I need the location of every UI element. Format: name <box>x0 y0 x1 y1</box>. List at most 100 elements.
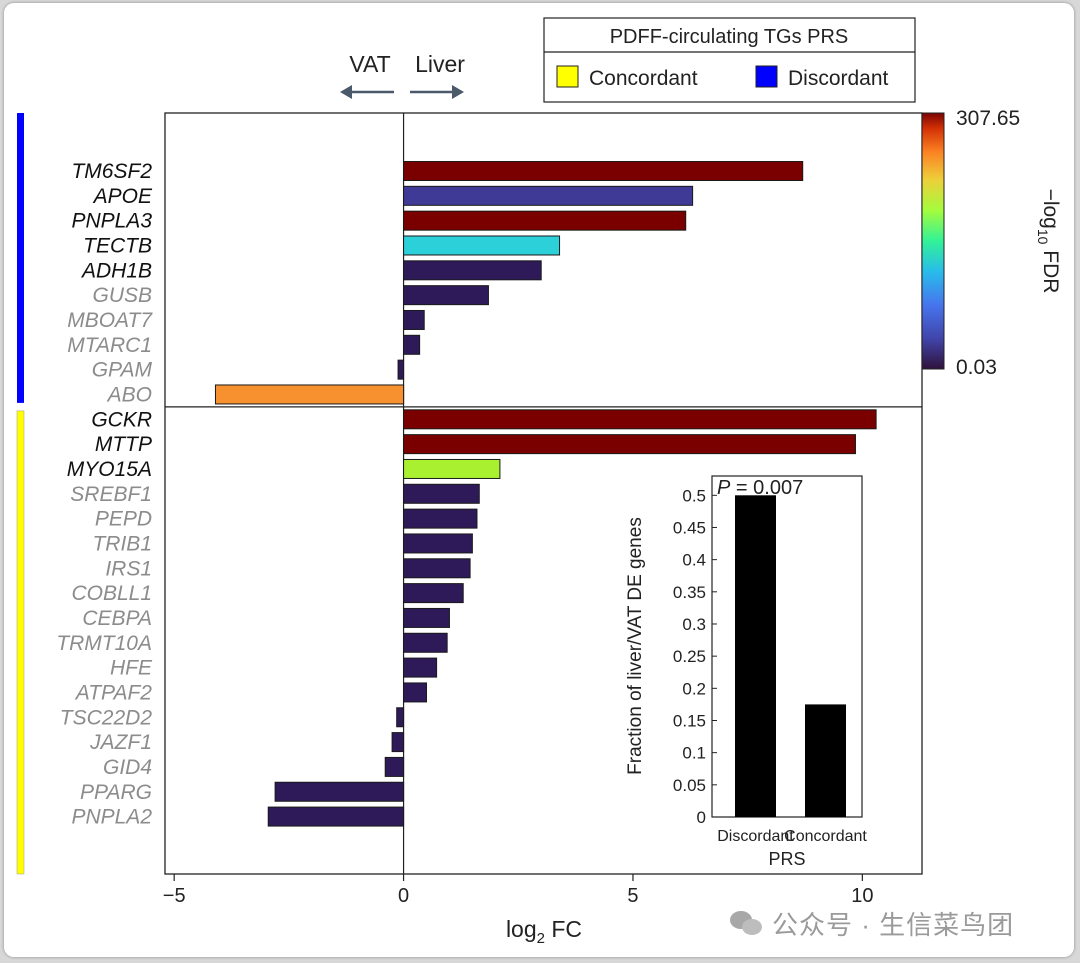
bar-pnpla2 <box>267 806 405 827</box>
bar-trmt10a <box>403 632 448 653</box>
x-tick-label: 5 <box>627 885 638 907</box>
gene-label-pnpla3: PNPLA3 <box>71 210 152 233</box>
inset-y-tick-label: 0.4 <box>682 551 706 570</box>
bar-tectb <box>403 235 561 256</box>
bar-pepd <box>403 508 478 529</box>
x-tick-label: −5 <box>163 885 186 907</box>
bar-myo15a <box>403 458 501 479</box>
bar-gckr <box>403 409 877 430</box>
gene-label-pepd: PEPD <box>95 508 152 531</box>
inset-y-tick-label: 0.05 <box>673 776 706 795</box>
inset-y-tick-label: 0.5 <box>682 486 706 505</box>
bar-srebf1 <box>403 483 480 504</box>
bar-tsc22d2 <box>396 707 405 728</box>
bar-adh1b <box>403 260 542 281</box>
inset-chart: 0 0.05 0.1 0.15 0.2 0.25 0.3 0.35 0.4 0.45 0.5 Disc… <box>625 475 867 869</box>
gene-label-gid4: GID4 <box>103 756 152 779</box>
inset-y-tick-label: 0.25 <box>673 647 706 666</box>
gene-label-cobll1: COBLL1 <box>71 582 152 605</box>
gene-label-adh1b: ADH1B <box>80 259 152 282</box>
wechat-icon <box>730 909 764 937</box>
inset-bar-discordant <box>735 495 776 817</box>
x-tick-label: 0 <box>398 885 409 907</box>
inset-y-tick-label: 0.15 <box>673 711 706 730</box>
bar-cebpa <box>403 607 450 628</box>
gene-label-hfe: HFE <box>110 657 153 680</box>
bar-gid4 <box>384 756 405 777</box>
bar-gpam <box>397 359 405 380</box>
gene-labels: TM6SF2APOEPNPLA3TECTBADH1BGUSBMBOAT7MTAR… <box>56 160 153 829</box>
direction-label-left: VAT <box>349 51 390 77</box>
colorbar-label: −log10 FDR <box>1035 189 1062 294</box>
inset-x-axis-label: PRS <box>768 849 805 869</box>
watermark-text: 公众号 · 生信菜鸟团 <box>772 909 1015 940</box>
inset-y-tick-label: 0.2 <box>682 679 706 698</box>
inset-y-tick-label: 0 <box>697 808 706 827</box>
gene-expression-chart: −5 0 5 10 log2 FC TM6SF2APOEPNPLA3TECTBADH1B… <box>16 17 1062 947</box>
bar-atpaf2 <box>403 682 428 703</box>
inset-y-tick-label: 0.3 <box>682 615 706 634</box>
direction-label-right: Liver <box>415 51 465 77</box>
bar-jazf1 <box>391 732 405 753</box>
legend-swatch-concordant <box>556 65 579 88</box>
bar-mttp <box>403 434 856 455</box>
bar-mtarc1 <box>403 334 421 355</box>
group-bar-concordant <box>16 410 25 875</box>
group-bar-discordant <box>17 113 24 403</box>
figure-frame: −5 0 5 10 log2 FC TM6SF2 APOE PNPLA3 TECTB ADH1B… <box>4 3 1074 957</box>
bar-abo <box>214 384 405 405</box>
gene-label-tsc22d2: TSC22D2 <box>60 706 153 729</box>
gene-label-irs1: IRS1 <box>105 557 152 580</box>
arrow-left-icon <box>340 85 352 99</box>
bar-irs1 <box>403 558 471 579</box>
inset-x-tick-label: Discordant <box>717 828 794 845</box>
gene-label-mboat7: MBOAT7 <box>67 309 153 332</box>
gene-label-mtarc1: MTARC1 <box>67 334 152 357</box>
gene-label-mttp: MTTP <box>95 433 152 456</box>
legend-label-discordant: Discordant <box>788 67 889 90</box>
bars-layer <box>214 161 877 827</box>
bar-pnpla3 <box>403 210 687 231</box>
legend-label-concordant: Concordant <box>589 67 698 90</box>
gene-label-pparg: PPARG <box>80 781 152 804</box>
bar-cobll1 <box>403 583 464 604</box>
inset-bar-concordant <box>805 704 846 817</box>
legend-box <box>543 17 916 103</box>
inset-y-tick-label: 0.1 <box>682 744 706 763</box>
gene-label-gusb: GUSB <box>92 284 152 307</box>
x-tick-label: 10 <box>851 885 873 907</box>
gene-label-pnpla2: PNPLA2 <box>71 806 152 829</box>
colorbar-min-label: 0.03 <box>956 356 997 379</box>
group-indicator-bars <box>16 113 25 875</box>
bar-mboat7 <box>403 309 425 330</box>
gene-label-tectb: TECTB <box>83 234 152 257</box>
inset-x-tick-label: Concordant <box>784 828 867 845</box>
x-axis-label: log2 FC <box>506 916 582 947</box>
gene-label-trib1: TRIB1 <box>92 532 152 555</box>
gene-label-gpam: GPAM <box>92 359 153 382</box>
gene-label-gckr: GCKR <box>91 408 152 431</box>
gene-label-srebf1: SREBF1 <box>70 483 152 506</box>
colorbar-gradient <box>921 112 945 370</box>
gene-label-myo15a: MYO15A <box>67 458 152 481</box>
bar-pparg <box>274 781 405 802</box>
gene-label-atpaf2: ATPAF2 <box>74 681 153 704</box>
plot-frame <box>164 112 923 875</box>
gene-label-jazf1: JAZF1 <box>89 731 152 754</box>
bar-gusb <box>403 285 489 306</box>
bar-trib1 <box>403 533 473 554</box>
arrow-right-icon <box>452 85 464 99</box>
gene-label-cebpa: CEBPA <box>82 607 152 630</box>
bar-tm6sf2 <box>403 161 804 181</box>
gene-label-apoe: APOE <box>92 185 153 208</box>
gene-label-tm6sf2: TM6SF2 <box>71 160 152 183</box>
direction-labels: VAT Liver <box>340 51 465 99</box>
colorbar: 307.65 0.03 −log10 FDR <box>921 107 1062 379</box>
gene-label-trmt10a: TRMT10A <box>56 632 152 655</box>
gene-label-abo: ABO <box>106 383 152 406</box>
inset-y-axis-label: Fraction of liver/VAT DE genes <box>625 517 646 775</box>
bar-hfe <box>403 657 438 678</box>
inset-y-tick-label: 0.35 <box>673 583 706 602</box>
legend: PDFF-circulating TGs PRS Concordant Discor… <box>543 17 916 103</box>
colorbar-max-label: 307.65 <box>956 107 1020 130</box>
